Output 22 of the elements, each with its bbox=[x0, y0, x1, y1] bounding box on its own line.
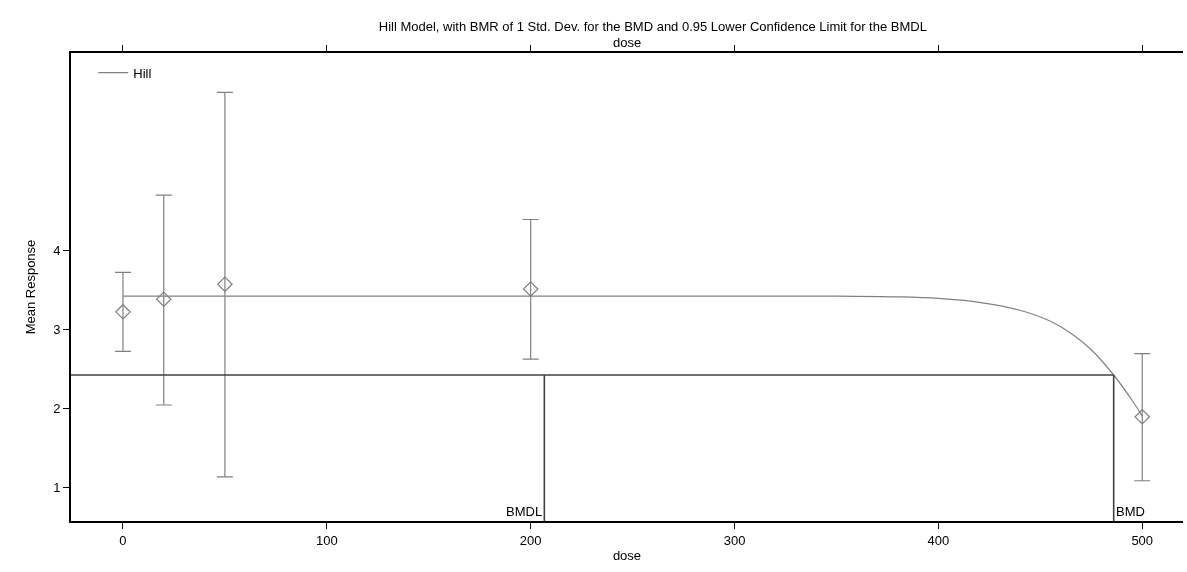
x-tick-label: 0 bbox=[119, 532, 127, 548]
ref-line-label: BMDL bbox=[506, 504, 543, 519]
x-tick-label: 500 bbox=[1131, 532, 1154, 548]
ref-line-label: BMD bbox=[1116, 504, 1145, 519]
legend-label: Hill bbox=[133, 65, 152, 81]
point bbox=[522, 281, 539, 297]
chart-title: Hill Model, with BMR of 1 Std. Dev. for the BMD and 0.95 Lower Confidence Limit for the BMDL bbox=[378, 18, 927, 34]
y-tick-label: 1 bbox=[53, 479, 61, 495]
point bbox=[217, 276, 233, 292]
x2-axis-title: dose bbox=[613, 35, 642, 50]
point bbox=[1134, 409, 1150, 425]
point bbox=[156, 291, 172, 307]
x-tick-label: 300 bbox=[723, 532, 746, 548]
y-tick-label: 2 bbox=[53, 400, 61, 416]
x-tick-label: 200 bbox=[519, 532, 542, 548]
point bbox=[115, 304, 131, 320]
y-tick-label: 4 bbox=[53, 242, 61, 258]
x-axis-title: dose bbox=[612, 547, 642, 563]
x-tick-label: 400 bbox=[927, 532, 950, 548]
y-axis-title: Mean Response bbox=[22, 239, 38, 335]
y-tick-label: 3 bbox=[53, 321, 61, 337]
x-tick-label: 100 bbox=[315, 532, 338, 548]
